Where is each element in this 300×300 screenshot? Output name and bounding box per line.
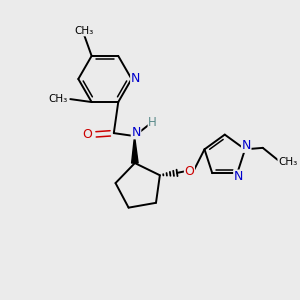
Text: O: O [82,128,92,141]
Polygon shape [132,136,138,163]
Text: N: N [234,170,243,183]
Text: O: O [184,165,194,178]
Text: CH₃: CH₃ [48,94,68,104]
Text: H: H [148,116,157,129]
Text: N: N [131,73,140,85]
Text: CH₃: CH₃ [278,157,297,167]
Text: CH₃: CH₃ [75,26,94,36]
Text: N: N [242,139,251,152]
Text: N: N [131,126,141,139]
